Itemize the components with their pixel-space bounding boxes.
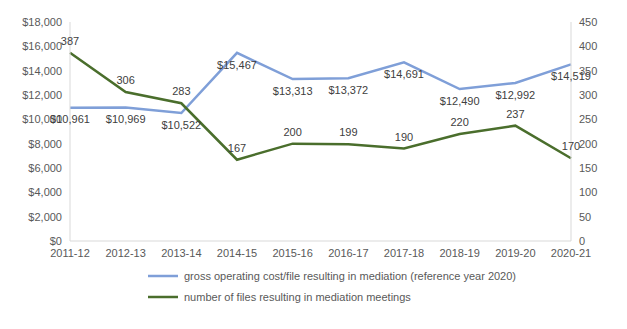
svg-text:387: 387 (61, 35, 79, 47)
svg-text:$18,000: $18,000 (22, 16, 62, 28)
svg-text:2016-17: 2016-17 (328, 247, 368, 259)
svg-text:$14,000: $14,000 (22, 65, 62, 77)
svg-text:220: 220 (450, 116, 468, 128)
svg-text:167: 167 (228, 142, 246, 154)
svg-text:2011-12: 2011-12 (50, 247, 90, 259)
svg-text:306: 306 (116, 74, 134, 86)
svg-text:$0: $0 (50, 235, 62, 247)
svg-text:$12,992: $12,992 (495, 89, 535, 101)
svg-text:100: 100 (579, 186, 597, 198)
svg-text:400: 400 (579, 40, 597, 52)
svg-text:$15,467: $15,467 (217, 59, 257, 71)
svg-text:$2,000: $2,000 (28, 211, 62, 223)
svg-text:2019-20: 2019-20 (495, 247, 535, 259)
svg-text:200: 200 (579, 138, 597, 150)
svg-text:$12,000: $12,000 (22, 89, 62, 101)
svg-text:$16,000: $16,000 (22, 40, 62, 52)
svg-text:2017-18: 2017-18 (384, 247, 424, 259)
svg-text:$14,519: $14,519 (551, 70, 591, 82)
svg-text:2020-21: 2020-21 (551, 247, 591, 259)
svg-text:$13,313: $13,313 (273, 85, 313, 97)
svg-text:$10,522: $10,522 (161, 119, 201, 131)
svg-text:150: 150 (579, 162, 597, 174)
svg-text:200: 200 (283, 126, 301, 138)
svg-text:170: 170 (562, 140, 580, 152)
svg-text:237: 237 (506, 108, 524, 120)
svg-text:2013-14: 2013-14 (161, 247, 201, 259)
svg-text:2012-13: 2012-13 (105, 247, 145, 259)
svg-text:2018-19: 2018-19 (439, 247, 479, 259)
svg-text:250: 250 (579, 113, 597, 125)
html-text:number of files resulting in m: number of files resulting in mediation m… (184, 290, 411, 303)
svg-text:$14,691: $14,691 (384, 68, 424, 80)
svg-text:$10,000: $10,000 (22, 113, 62, 126)
svg-text:$8,000: $8,000 (28, 138, 62, 150)
svg-text:2015-16: 2015-16 (272, 247, 312, 259)
svg-text:$6,000: $6,000 (28, 162, 62, 174)
svg-text:$10,969: $10,969 (106, 113, 146, 125)
svg-text:283: 283 (172, 85, 190, 97)
svg-text:300: 300 (579, 89, 597, 101)
svg-text:190: 190 (395, 131, 413, 143)
svg-text:$12,490: $12,490 (440, 95, 480, 107)
svg-text:199: 199 (339, 126, 357, 138)
svg-text:$10,961: $10,961 (50, 113, 90, 125)
svg-text:2014-15: 2014-15 (217, 247, 257, 259)
html-text:gross operating cost/file resu: gross operating cost/file resulting in m… (184, 269, 516, 282)
svg-text:0: 0 (579, 235, 585, 247)
svg-text:450: 450 (579, 16, 597, 28)
svg-text:$4,000: $4,000 (28, 186, 62, 198)
svg-text:50: 50 (579, 211, 591, 223)
svg-text:$13,372: $13,372 (328, 84, 368, 96)
